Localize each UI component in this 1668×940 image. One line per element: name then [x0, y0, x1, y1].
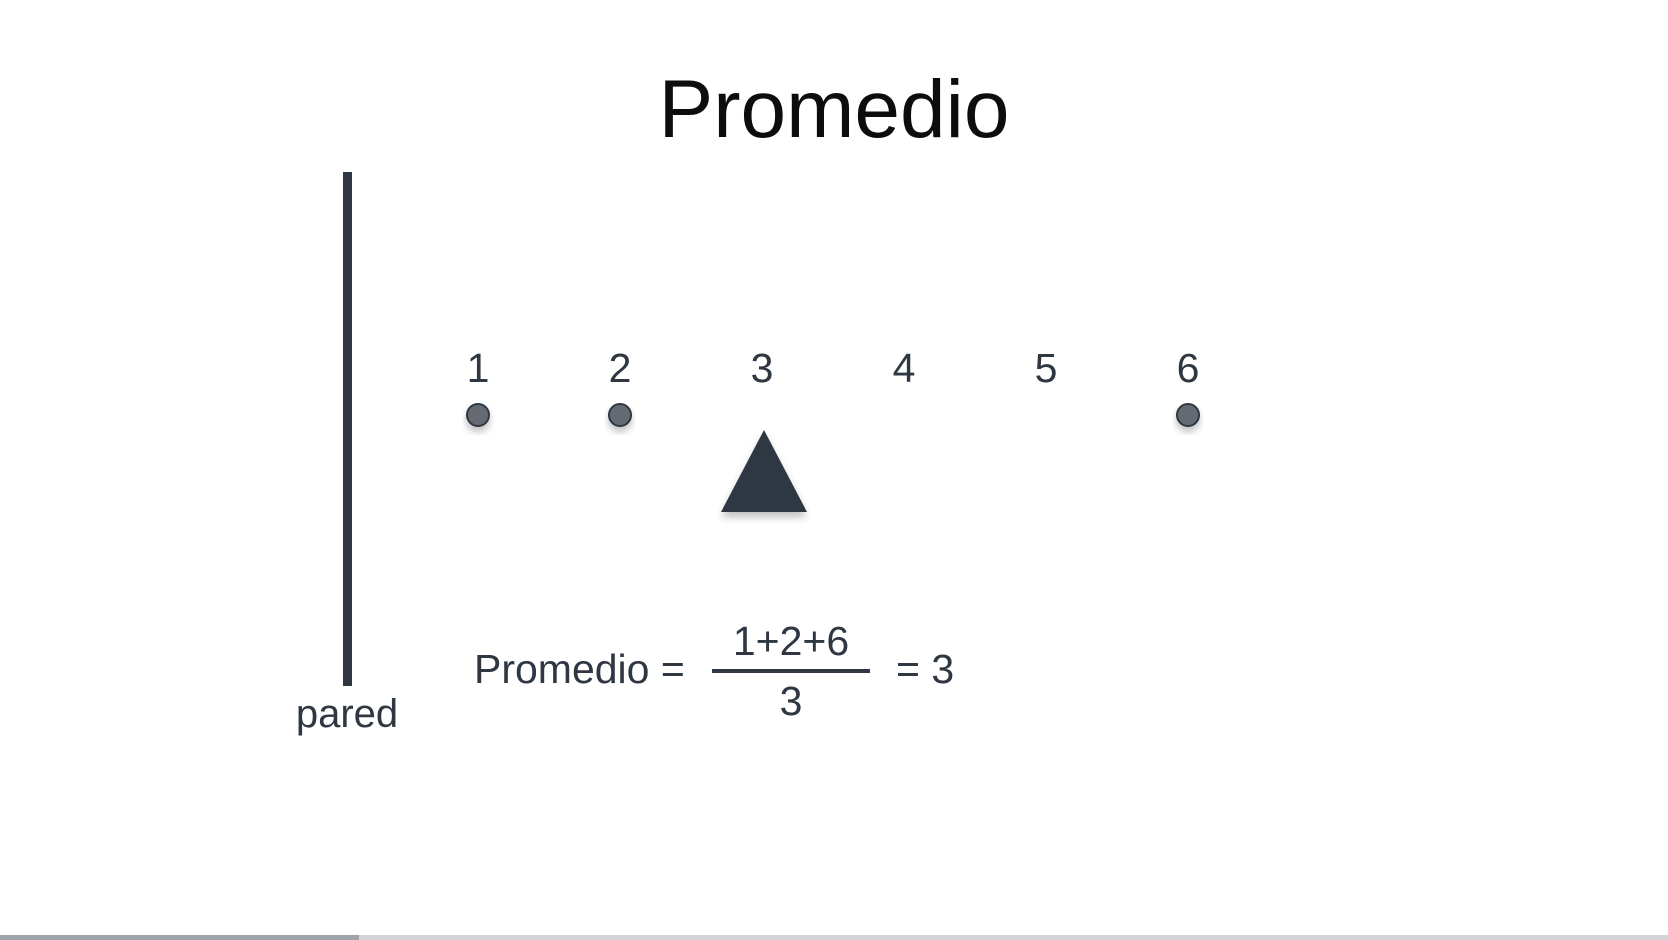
playback-progress-track	[0, 935, 1668, 940]
number-label-6: 6	[1177, 345, 1200, 391]
formula-label: Promedio =	[474, 646, 685, 692]
fulcrum-triangle	[721, 430, 807, 512]
fraction-denominator: 3	[779, 678, 803, 724]
formula-result: = 3	[896, 646, 955, 692]
number-label-3: 3	[751, 345, 774, 391]
weight-ball-1	[466, 403, 490, 427]
weight-ball-6	[1176, 403, 1200, 427]
fraction-bar	[712, 669, 870, 673]
number-label-1: 1	[467, 345, 490, 391]
fraction: 1+2+6 3	[712, 617, 870, 725]
wall-line	[343, 172, 352, 686]
playback-progress-fill	[0, 935, 359, 940]
fraction-numerator: 1+2+6	[732, 618, 850, 664]
weight-ball-2	[608, 403, 632, 427]
number-label-4: 4	[893, 345, 916, 391]
number-label-5: 5	[1035, 345, 1058, 391]
number-label-2: 2	[609, 345, 632, 391]
wall-label: pared	[295, 692, 399, 736]
page-title: Promedio	[658, 64, 1010, 155]
